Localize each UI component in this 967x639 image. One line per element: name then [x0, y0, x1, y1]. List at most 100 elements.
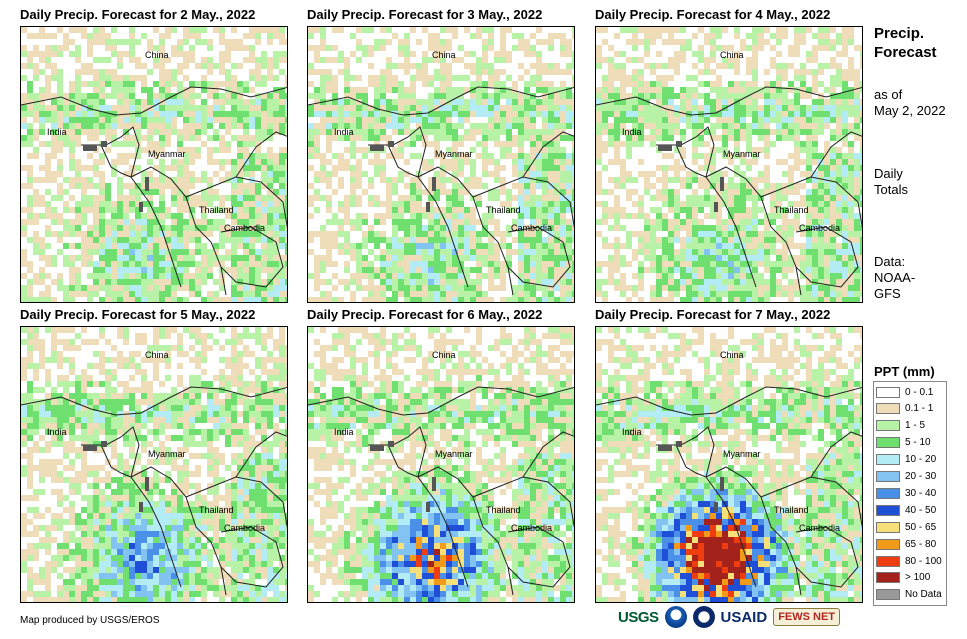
forecast-map: China India Myanmar Thailand Cambodia	[595, 26, 863, 303]
legend-title: PPT (mm)	[874, 364, 935, 379]
forecast-map: China India Myanmar Thailand Cambodia	[20, 326, 288, 603]
usaid-logo: USAID	[720, 608, 768, 626]
country-label-thailand: Thailand	[486, 205, 521, 215]
legend-item: 10 - 20	[876, 453, 936, 467]
country-label-myanmar: Myanmar	[435, 449, 473, 459]
country-label-china: China	[145, 50, 169, 60]
totals-line1: Daily	[874, 166, 903, 181]
legend-swatch	[876, 386, 900, 398]
legend-swatch	[876, 572, 900, 584]
legend-label: 50 - 65	[905, 521, 937, 533]
legend: 0 - 0.1 0.1 - 1 1 - 5 5 - 10 10 - 20 20 - 30 3…	[873, 381, 947, 606]
side-title: Precip. Forecast	[874, 24, 937, 62]
noaa-logo-icon	[664, 606, 687, 628]
legend-item: > 100	[876, 571, 930, 585]
panel-title: Daily Precip. Forecast for 4 May., 2022	[595, 7, 831, 22]
legend-label: 40 - 50	[905, 504, 937, 516]
country-label-china: China	[720, 50, 744, 60]
country-label-thailand: Thailand	[199, 505, 234, 515]
country-label-myanmar: Myanmar	[148, 149, 186, 159]
panel-title: Daily Precip. Forecast for 2 May., 2022	[20, 7, 256, 22]
country-label-india: India	[47, 427, 67, 437]
country-label-china: China	[720, 350, 744, 360]
legend-swatch	[876, 521, 900, 533]
legend-item: 5 - 10	[876, 436, 931, 450]
legend-swatch	[876, 589, 900, 601]
legend-item: 65 - 80	[876, 537, 936, 551]
precip-field	[308, 27, 574, 302]
country-label-china: China	[145, 350, 169, 360]
side-title-line1: Precip.	[874, 25, 925, 42]
legend-item: 0 - 0.1	[876, 385, 933, 399]
country-label-myanmar: Myanmar	[148, 449, 186, 459]
legend-label: 0.1 - 1	[905, 403, 934, 415]
data-source: Data: NOAA- GFS	[874, 254, 915, 302]
legend-label: > 100	[905, 572, 931, 584]
country-label-cambodia: Cambodia	[799, 223, 841, 233]
country-label-india: India	[334, 427, 354, 437]
legend-label: No Data	[905, 589, 942, 601]
legend-swatch	[876, 487, 900, 499]
legend-label: 80 - 100	[905, 555, 942, 567]
country-label-india: India	[47, 127, 67, 137]
legend-label: 30 - 40	[905, 487, 937, 499]
country-label-thailand: Thailand	[774, 505, 809, 515]
country-label-india: India	[334, 127, 354, 137]
precip-field	[21, 27, 287, 302]
legend-swatch	[876, 403, 900, 415]
forecast-map: China India Myanmar Thailand Cambodia	[595, 326, 863, 603]
legend-item: 30 - 40	[876, 486, 936, 500]
totals-note: Daily Totals	[874, 166, 908, 198]
legend-item: 40 - 50	[876, 503, 936, 517]
country-label-cambodia: Cambodia	[799, 523, 841, 533]
country-label-cambodia: Cambodia	[511, 523, 553, 533]
panel-title: Daily Precip. Forecast for 3 May., 2022	[307, 7, 543, 22]
country-label-myanmar: Myanmar	[723, 149, 761, 159]
totals-line2: Totals	[874, 182, 908, 197]
usaid-seal-icon	[692, 606, 715, 628]
precip-field	[596, 27, 862, 302]
country-label-thailand: Thailand	[774, 205, 809, 215]
legend-swatch	[876, 555, 900, 567]
country-label-myanmar: Myanmar	[723, 449, 761, 459]
panel-title: Daily Precip. Forecast for 5 May., 2022	[20, 307, 256, 322]
legend-swatch	[876, 454, 900, 466]
legend-label: 0 - 0.1	[905, 386, 934, 398]
precip-field	[308, 327, 574, 602]
country-label-cambodia: Cambodia	[224, 223, 266, 233]
legend-item: 1 - 5	[876, 419, 925, 433]
legend-item: 50 - 65	[876, 520, 936, 534]
legend-label: 10 - 20	[905, 454, 937, 466]
data-source-line2: NOAA-	[874, 270, 916, 285]
legend-swatch	[876, 437, 900, 449]
as-of-label: as of	[874, 87, 903, 102]
credit-text: Map produced by USGS/EROS	[20, 615, 160, 626]
legend-label: 1 - 5	[905, 420, 926, 432]
precip-field	[596, 327, 862, 602]
legend-item: 0.1 - 1	[876, 402, 933, 416]
data-source-line3: GFS	[874, 286, 901, 301]
legend-label: 5 - 10	[905, 437, 931, 449]
precip-field	[21, 327, 287, 602]
country-label-cambodia: Cambodia	[224, 523, 266, 533]
legend-label: 20 - 30	[905, 471, 937, 482]
legend-swatch	[876, 504, 900, 516]
legend-item: No Data	[876, 588, 942, 602]
fews-net-logo: FEWS NET	[773, 608, 841, 626]
usgs-logo: USGS	[618, 608, 659, 626]
forecast-map: China India Myanmar Thailand Cambodia	[20, 26, 288, 303]
side-title-line2: Forecast	[874, 44, 937, 61]
country-label-india: India	[622, 427, 642, 437]
forecast-map: China India Myanmar Thailand Cambodia	[307, 26, 575, 303]
panel-title: Daily Precip. Forecast for 6 May., 2022	[307, 307, 543, 322]
country-label-thailand: Thailand	[199, 205, 234, 215]
country-label-china: China	[432, 350, 456, 360]
country-label-cambodia: Cambodia	[511, 223, 553, 233]
as-of-date: as of May 2, 2022	[874, 87, 946, 119]
legend-item: 20 - 30	[876, 470, 936, 484]
legend-label: 65 - 80	[905, 538, 937, 550]
country-label-china: China	[432, 50, 456, 60]
legend-swatch	[876, 538, 900, 550]
agency-logos: USGS USAID FEWS NET	[618, 606, 841, 628]
country-label-myanmar: Myanmar	[435, 149, 473, 159]
